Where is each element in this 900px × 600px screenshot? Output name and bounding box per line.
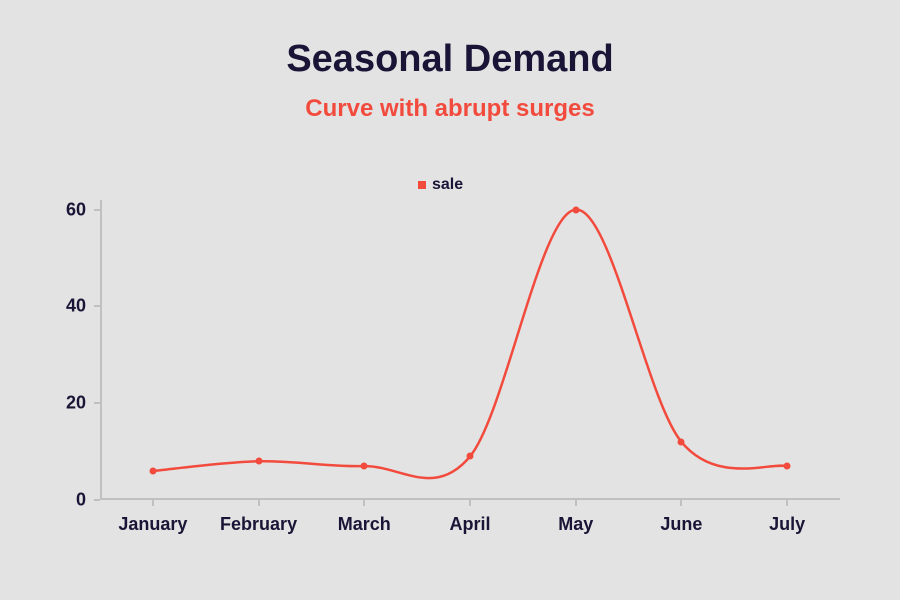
- data-point: [784, 463, 791, 470]
- x-tick-label: June: [660, 514, 702, 535]
- y-tick-label: 0: [40, 490, 86, 511]
- x-tick-label: April: [449, 514, 490, 535]
- x-tick-mark: [786, 500, 788, 506]
- legend-swatch: [418, 181, 426, 189]
- y-tick-label: 20: [40, 393, 86, 414]
- x-tick-mark: [575, 500, 577, 506]
- legend: sale: [418, 176, 463, 194]
- chart-title: Seasonal Demand: [286, 38, 613, 81]
- data-point: [572, 206, 579, 213]
- y-tick-label: 60: [40, 199, 86, 220]
- x-tick-mark: [469, 500, 471, 506]
- y-tick-label: 40: [40, 296, 86, 317]
- x-tick-label: February: [220, 514, 297, 535]
- data-point: [149, 467, 156, 474]
- x-tick-label: March: [338, 514, 391, 535]
- series-line-sale: [153, 210, 787, 478]
- x-tick-mark: [258, 500, 260, 506]
- data-point: [678, 438, 685, 445]
- legend-series-label: sale: [432, 176, 463, 194]
- x-tick-label: January: [118, 514, 187, 535]
- chart-subtitle: Curve with abrupt surges: [305, 95, 594, 123]
- x-tick-mark: [680, 500, 682, 506]
- x-tick-mark: [363, 500, 365, 506]
- x-tick-label: July: [769, 514, 805, 535]
- x-tick-label: May: [558, 514, 593, 535]
- data-point: [255, 458, 262, 465]
- data-point: [361, 463, 368, 470]
- chart-plot-area: 0204060 JanuaryFebruaryMarchAprilMayJune…: [100, 200, 840, 500]
- x-tick-mark: [152, 500, 154, 506]
- data-point: [467, 453, 474, 460]
- page-root: Seasonal Demand Curve with abrupt surges…: [0, 0, 900, 600]
